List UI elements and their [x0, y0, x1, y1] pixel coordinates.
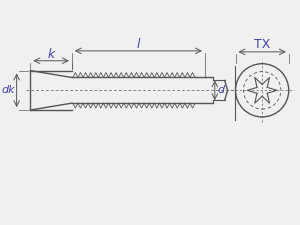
Text: d: d [217, 85, 224, 95]
Text: dk: dk [2, 85, 16, 95]
Text: TX: TX [254, 38, 270, 52]
Text: l: l [136, 38, 140, 52]
Text: k: k [47, 48, 55, 61]
